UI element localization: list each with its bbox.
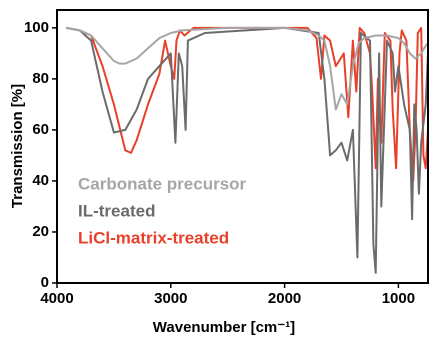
series-line xyxy=(65,26,429,274)
plot-frame xyxy=(56,9,429,284)
x-tick-label: 1000 xyxy=(382,290,415,307)
y-tick-label: 40 xyxy=(32,172,49,189)
y-tick-label: 60 xyxy=(32,121,49,138)
y-axis-label: Transmission [%] xyxy=(9,84,26,208)
series-line xyxy=(65,26,429,182)
x-tick-label: 4000 xyxy=(40,290,73,307)
legend-label: Carbonate precursor xyxy=(78,174,247,193)
legend-label: LiCl-matrix-treated xyxy=(78,228,229,247)
series-line xyxy=(65,26,429,111)
x-axis-label: Wavenumber [cm⁻¹] xyxy=(153,319,295,336)
y-tick-label: 80 xyxy=(32,70,49,87)
x-tick-label: 2000 xyxy=(268,290,301,307)
legend-label: IL-treated xyxy=(78,201,155,220)
x-tick-label: 3000 xyxy=(154,290,187,307)
y-tick-label: 100 xyxy=(24,19,49,36)
y-tick-label: 20 xyxy=(32,223,49,240)
y-tick-label: 0 xyxy=(41,274,49,291)
